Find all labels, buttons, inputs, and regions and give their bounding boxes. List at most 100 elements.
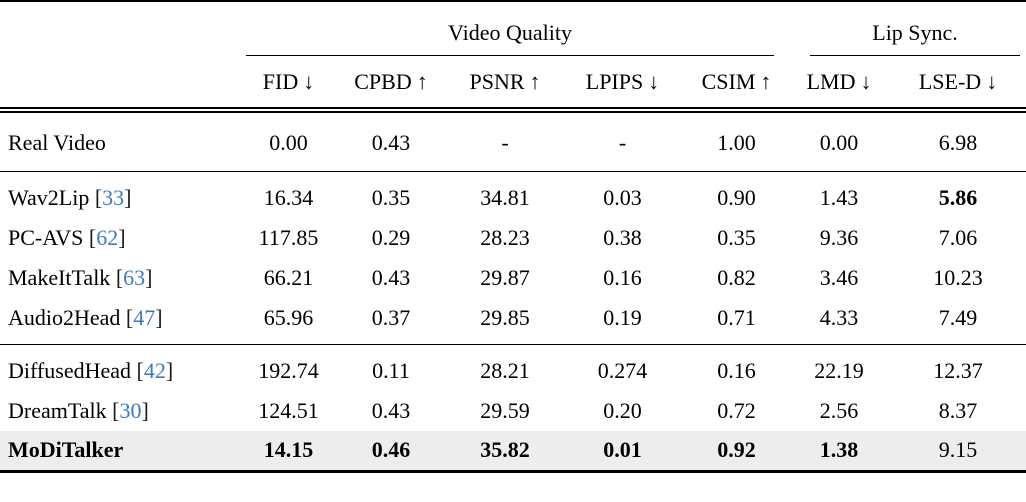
table-row-diffusedhead: DiffusedHead [42] 192.74 0.11 28.21 0.27…	[0, 345, 1026, 392]
cell-fid: 0.00	[269, 130, 308, 155]
group-label-lip-sync: Lip Sync.	[872, 20, 958, 45]
cell-psnr: 29.87	[480, 265, 530, 290]
cell-fid: 66.21	[263, 265, 314, 290]
method-name: Real Video	[8, 130, 106, 155]
cell-psnr: 29.59	[480, 398, 530, 423]
cell-lmd: 22.19	[814, 358, 864, 383]
method-name: DreamTalk [30]	[8, 398, 149, 423]
table-row-pc-avs: PC-AVS [62] 117.85 0.29 28.23 0.38 0.35 …	[0, 218, 1026, 258]
citation-link[interactable]: 63	[123, 265, 146, 290]
cell-csim: 0.71	[717, 305, 756, 330]
up-arrow-icon: ↑	[760, 68, 772, 94]
table-row-wav2lip: Wav2Lip [33] 16.34 0.35 34.81 0.03 0.90 …	[0, 172, 1026, 219]
cell-csim: 0.16	[717, 358, 756, 383]
column-header-psnr: PSNR ↑	[450, 56, 560, 113]
method-name: Audio2Head [47]	[8, 305, 163, 330]
cell-lmd: 2.56	[819, 398, 859, 423]
cell-lpips: 0.03	[603, 185, 642, 210]
cell-lmd: 3.46	[819, 265, 859, 290]
cell-lpips: 0.274	[597, 358, 648, 383]
cell-lse-d: 8.37	[938, 398, 978, 423]
column-header-lse-d: LSE-D ↓	[890, 56, 1026, 113]
table-row-dreamtalk: DreamTalk [30] 124.51 0.43 29.59 0.20 0.…	[0, 391, 1026, 431]
cell-lmd: 0.00	[819, 130, 859, 155]
cell-csim-best: 0.92	[717, 437, 756, 462]
group-header-row: Video Quality Lip Sync.	[0, 1, 1026, 56]
citation-link[interactable]: 62	[96, 225, 119, 250]
method-name: Wav2Lip [33]	[8, 185, 132, 210]
metrics-comparison-table: Video Quality Lip Sync. FID ↓ CPBD ↑ PSNR ↑…	[0, 0, 1026, 473]
cell-lse-d: 12.37	[933, 358, 983, 383]
cell-cpbd: 0.43	[371, 130, 411, 155]
column-header-csim: CSIM ↑	[685, 56, 789, 113]
table-row-makeittalk: MakeItTalk [63] 66.21 0.43 29.87 0.16 0.…	[0, 258, 1026, 298]
cell-csim: 1.00	[717, 130, 756, 155]
down-arrow-icon: ↓	[303, 68, 315, 94]
cell-fid: 192.74	[258, 358, 319, 383]
down-arrow-icon: ↓	[986, 68, 998, 94]
column-header-row: FID ↓ CPBD ↑ PSNR ↑ LPIPS ↓ CSIM ↑ LMD ↓ LSE-D…	[0, 56, 1026, 113]
cell-cpbd: 0.43	[371, 398, 411, 423]
method-name: MakeItTalk [63]	[8, 265, 153, 290]
cell-cpbd: 0.35	[371, 185, 411, 210]
cell-lpips: -	[618, 130, 627, 155]
cell-cpbd: 0.29	[371, 225, 411, 250]
cell-lse-d-best: 5.86	[938, 185, 978, 210]
down-arrow-icon: ↓	[860, 68, 872, 94]
column-header-fid: FID ↓	[245, 56, 332, 113]
method-name: MoDiTalker	[8, 437, 124, 462]
table-row-audio2head: Audio2Head [47] 65.96 0.37 29.85 0.19 0.…	[0, 298, 1026, 345]
cell-lpips: 0.20	[603, 398, 642, 423]
citation-link[interactable]: 47	[133, 305, 156, 330]
method-name: DiffusedHead [42]	[8, 358, 174, 383]
cell-fid: 117.85	[258, 225, 319, 250]
citation-link[interactable]: 42	[143, 358, 166, 383]
group-header-lip-sync: Lip Sync.	[788, 1, 1026, 56]
citation-link[interactable]: 30	[119, 398, 142, 423]
method-name: PC-AVS [62]	[8, 225, 126, 250]
cell-lse-d: 10.23	[933, 265, 983, 290]
cell-lmd: 9.36	[819, 225, 859, 250]
column-header-lmd: LMD ↓	[788, 56, 891, 113]
cell-lmd-best: 1.38	[819, 437, 859, 462]
column-header-cpbd: CPBD ↑	[332, 56, 450, 113]
cell-psnr: 29.85	[480, 305, 530, 330]
cell-lpips: 0.16	[603, 265, 642, 290]
cell-lse-d: 7.49	[938, 305, 978, 330]
cell-psnr-best: 35.82	[480, 437, 530, 462]
cell-fid-best: 14.15	[263, 437, 314, 462]
cell-cpbd-best: 0.46	[371, 437, 411, 462]
cell-csim: 0.82	[717, 265, 756, 290]
cell-psnr: 28.23	[480, 225, 530, 250]
table-row-moditalker-highlighted: MoDiTalker 14.15 0.46 35.82 0.01 0.92 1.…	[0, 431, 1026, 472]
cell-psnr: -	[501, 130, 509, 155]
group-label-video-quality: Video Quality	[448, 20, 572, 45]
cell-fid: 124.51	[258, 398, 319, 423]
cell-lpips-best: 0.01	[603, 437, 642, 462]
cell-csim: 0.72	[717, 398, 756, 423]
group-header-spacer	[0, 1, 245, 56]
cell-fid: 16.34	[263, 185, 314, 210]
cell-cpbd: 0.37	[371, 305, 411, 330]
column-header-lpips: LPIPS ↓	[560, 56, 685, 113]
cell-lse-d: 6.98	[938, 130, 978, 155]
column-header-method	[0, 56, 245, 113]
cell-lmd: 1.43	[819, 185, 859, 210]
up-arrow-icon: ↑	[529, 68, 541, 94]
cell-psnr: 28.21	[480, 358, 530, 383]
cell-lpips: 0.38	[603, 225, 642, 250]
cell-lmd: 4.33	[819, 305, 859, 330]
cell-cpbd: 0.11	[372, 358, 410, 383]
cell-lse-d: 7.06	[938, 225, 978, 250]
cell-cpbd: 0.43	[371, 265, 411, 290]
table-row-real-video: Real Video 0.00 0.43 - - 1.00 0.00 6.98	[0, 110, 1026, 172]
cell-lpips: 0.19	[603, 305, 642, 330]
down-arrow-icon: ↓	[648, 68, 660, 94]
cell-fid: 65.96	[263, 305, 314, 330]
cell-psnr: 34.81	[480, 185, 530, 210]
group-header-video-quality: Video Quality	[245, 1, 788, 56]
cell-csim: 0.35	[717, 225, 756, 250]
citation-link[interactable]: 33	[102, 185, 125, 210]
cell-lse-d: 9.15	[938, 437, 978, 462]
up-arrow-icon: ↑	[416, 68, 428, 94]
